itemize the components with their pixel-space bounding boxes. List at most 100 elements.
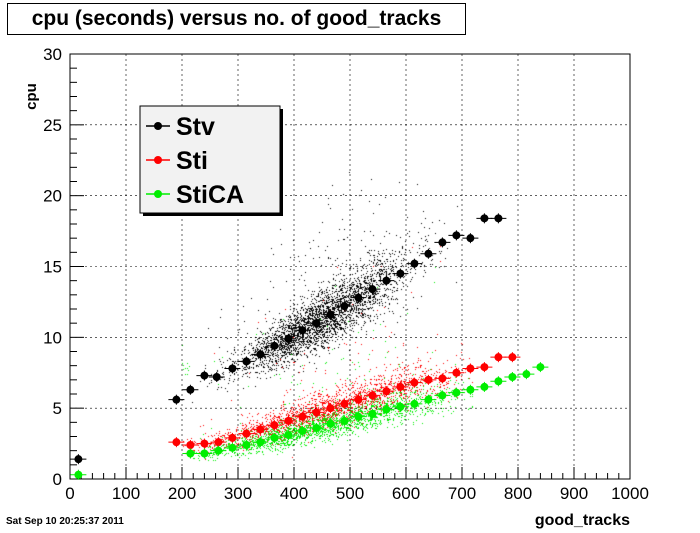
data-point-stv (438, 238, 447, 247)
data-point-stica (480, 382, 489, 391)
data-point-stica (340, 416, 349, 425)
data-point-stv (326, 310, 335, 319)
x-tick-label: 100 (112, 484, 140, 503)
data-point-stica (522, 370, 531, 379)
data-point-sti (256, 425, 265, 434)
x-tick-label: 900 (560, 484, 588, 503)
x-tick-label: 500 (336, 484, 364, 503)
data-point-sti (312, 408, 321, 417)
data-point-sti (326, 404, 335, 413)
data-point-stv (298, 326, 307, 335)
data-point-stv (340, 302, 349, 311)
data-point-stv (200, 371, 209, 380)
data-point-stica (270, 433, 279, 442)
data-point-stv (242, 357, 251, 366)
data-point-stica (200, 449, 209, 458)
data-point-stv (256, 350, 265, 359)
data-point-stica (228, 443, 237, 452)
legend-marker (154, 190, 162, 198)
data-point-stv (382, 276, 391, 285)
data-point-sti (354, 395, 363, 404)
data-point-stv (186, 385, 195, 394)
legend-label: Stv (176, 113, 215, 141)
data-point-stv (172, 395, 181, 404)
data-point-sti (242, 429, 251, 438)
data-point-stica (368, 409, 377, 418)
data-point-sti (438, 374, 447, 383)
data-point-sti (284, 416, 293, 425)
y-tick-label: 15 (43, 258, 62, 277)
data-point-stv (410, 259, 419, 268)
y-tick-label: 30 (43, 45, 62, 64)
timestamp: Sat Sep 10 20:25:37 2011 (6, 516, 124, 527)
chart-title-box: cpu (seconds) versus no. of good_tracks (7, 3, 466, 35)
data-point-stica (326, 419, 335, 428)
data-point-sti (172, 438, 181, 447)
data-point-stv (466, 234, 475, 243)
data-point-stica (284, 431, 293, 440)
data-point-sti (368, 391, 377, 400)
legend-label: Sti (176, 147, 208, 175)
x-tick-label: 700 (448, 484, 476, 503)
data-point-stica (256, 438, 265, 447)
data-point-stica (242, 441, 251, 449)
data-point-stica (298, 426, 307, 435)
y-tick-label: 5 (53, 399, 62, 418)
data-point-stv (368, 285, 377, 294)
data-point-stv (452, 231, 461, 240)
data-point-sti (200, 439, 209, 448)
data-point-sti (382, 387, 391, 396)
data-point-stv (494, 214, 503, 223)
data-point-stica (214, 446, 223, 455)
x-tick-label: 0 (65, 484, 74, 503)
data-point-stv (74, 455, 83, 464)
x-tick-label: 600 (392, 484, 420, 503)
y-axis-label-wrap: cpu (18, 83, 40, 118)
data-point-sti (270, 421, 279, 430)
data-point-stica (410, 399, 419, 408)
y-axis-label: cpu (22, 83, 40, 110)
x-tick-label: 200 (168, 484, 196, 503)
data-point-stica (466, 385, 475, 394)
data-point-stica (312, 424, 321, 432)
data-point-stica (396, 402, 405, 411)
x-tick-label: 300 (224, 484, 252, 503)
data-point-sti (214, 438, 223, 447)
data-point-sti (466, 364, 475, 373)
legend-marker (154, 156, 162, 164)
data-point-sti (298, 412, 307, 421)
data-point-stica (452, 388, 461, 397)
data-point-stica (354, 412, 363, 421)
data-point-sti (452, 368, 461, 377)
data-point-stica (508, 373, 517, 381)
data-point-sti (494, 353, 503, 362)
data-point-sti (410, 378, 419, 387)
data-point-stica (536, 363, 545, 372)
data-point-stv (284, 334, 293, 343)
data-point-stv (312, 319, 321, 328)
data-point-stv (396, 269, 405, 278)
data-point-sti (186, 441, 195, 449)
y-tick-label: 10 (43, 328, 62, 347)
data-point-stica (74, 470, 83, 479)
data-point-sti (480, 363, 489, 372)
data-point-stica (494, 377, 503, 386)
data-point-stica (424, 395, 433, 404)
data-point-stica (382, 405, 391, 414)
data-point-stv (354, 293, 363, 302)
data-point-sti (340, 399, 349, 408)
data-point-stv (212, 373, 221, 381)
data-point-stica (438, 391, 447, 400)
legend-label: StiCA (176, 181, 244, 209)
data-point-sti (396, 382, 405, 391)
data-point-stica (186, 449, 195, 458)
x-axis-label: good_tracks (534, 512, 630, 529)
data-point-sti (424, 375, 433, 384)
x-tick-label: 1000 (611, 484, 649, 503)
data-point-stv (228, 364, 237, 373)
data-point-stv (480, 214, 489, 223)
y-tick-label: 20 (43, 187, 62, 206)
data-point-sti (508, 353, 517, 362)
x-tick-label: 400 (280, 484, 308, 503)
